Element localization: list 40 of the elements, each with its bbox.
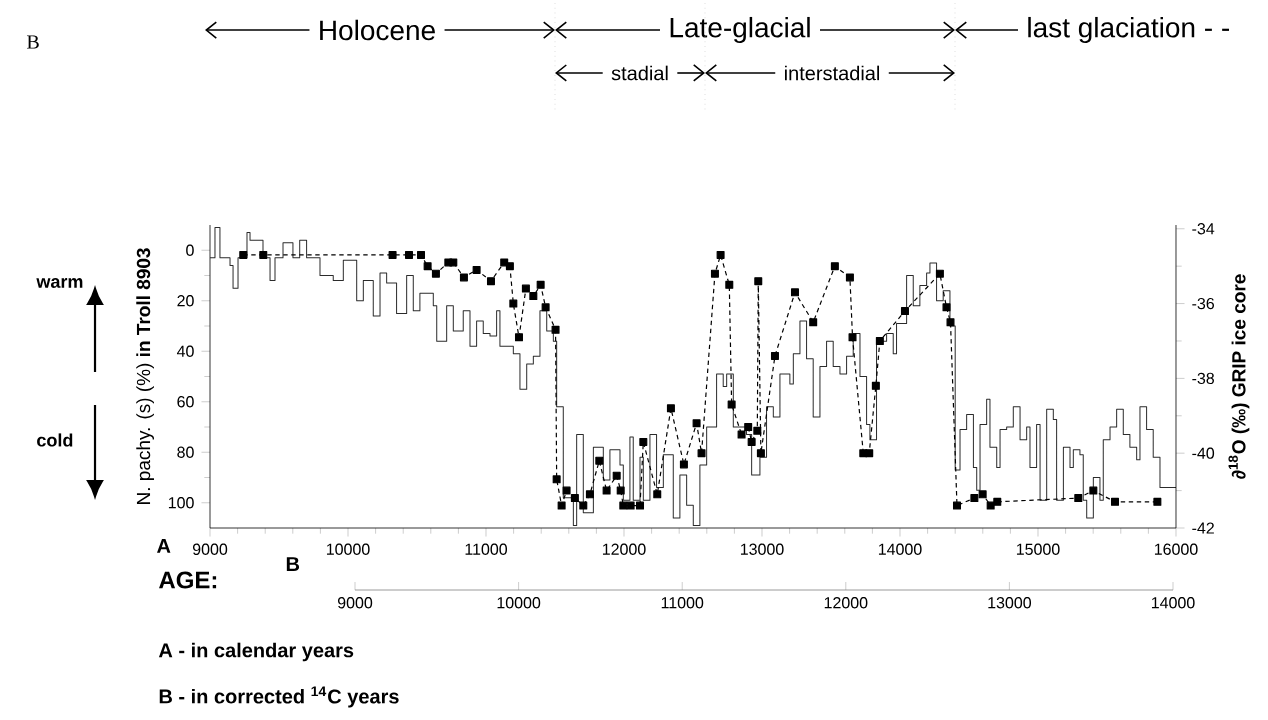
y2-tick-label: -42 <box>1192 522 1214 534</box>
y-tick-label: 60 <box>177 396 194 408</box>
text: Holocene <box>320 19 435 41</box>
text: last glaciation - - <box>1028 16 1229 44</box>
x2-tick-label: 9000 <box>337 597 373 609</box>
y-tick-label: 20 <box>177 295 194 307</box>
x-tick-label: 12000 <box>602 543 646 555</box>
text: stadial <box>611 65 668 81</box>
x-tick-label: 10000 <box>326 543 370 555</box>
text: AGE: <box>159 571 217 589</box>
y-tick-label: 80 <box>177 446 194 458</box>
text: B <box>26 35 39 49</box>
text: cold <box>37 433 73 447</box>
x2-tick-label: 13000 <box>988 597 1032 609</box>
x2-tick-label: 11000 <box>661 597 704 609</box>
y-axis-title: N. pachy. (s) (%) in Troll 8903 <box>136 248 154 504</box>
text: B - in corrected $^{14}$C years <box>159 686 399 708</box>
text: A - in calendar years <box>158 642 354 662</box>
y2-tick-label: -40 <box>1192 447 1215 459</box>
x-tick-label: 13000 <box>740 543 784 555</box>
x-tick-label: 11000 <box>465 543 508 555</box>
y2-tick-label: -36 <box>1192 297 1214 310</box>
x-tick-label: 15000 <box>1016 543 1060 555</box>
x-axis-title: A <box>157 539 171 553</box>
y2-axis-title: ∂$^{18}$O (‰) GRIP ice core <box>1228 274 1250 479</box>
y2-tick-label: -38 <box>1192 372 1214 385</box>
y-tick-label: 40 <box>176 345 194 357</box>
x2-tick-label: 14000 <box>1151 597 1195 609</box>
x2-tick-label: 12000 <box>824 597 868 609</box>
text: warm <box>36 278 83 288</box>
x2-axis-title: B <box>286 557 300 571</box>
y2-tick-label: -34 <box>1192 223 1215 235</box>
x2-tick-label: 10000 <box>497 597 541 609</box>
y-tick-label: 100 <box>168 497 194 509</box>
x-tick-label: 14000 <box>878 543 922 555</box>
text: interstadial <box>785 65 880 81</box>
x-tick-label: 16000 <box>1154 543 1198 555</box>
x-tick-label: 9000 <box>192 543 228 555</box>
y-tick-label: 0 <box>186 244 194 256</box>
text: Late-glacial <box>670 16 810 44</box>
